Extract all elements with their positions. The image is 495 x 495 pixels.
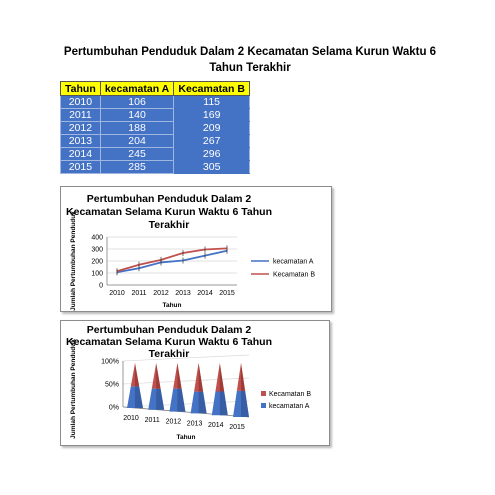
y-tick-label: 400 — [91, 235, 103, 242]
series-line-kecamatan-a — [116, 249, 228, 274]
gridline — [122, 377, 250, 385]
table-cell-kecamatan-a: 204 — [99, 134, 175, 148]
document-title-line2: Tahun Terakhir — [209, 62, 291, 74]
table-cell-kecamatan-a: 140 — [99, 108, 175, 122]
legend-label: kecamatan A — [273, 259, 314, 266]
cone-shade-kecamatan-b — [219, 363, 225, 392]
cone-shade-kecamatan-b — [135, 363, 140, 387]
x-tick-label: 2012 — [166, 419, 182, 426]
cone-shade-kecamatan-b — [177, 363, 182, 389]
legend-label: Kecamatan B — [269, 391, 311, 398]
table-row: 2012 188 209 — [60, 121, 250, 135]
x-axis-title: Tahun — [162, 302, 181, 309]
legend-label: Kecamatan B — [273, 272, 315, 279]
document-title-line1: Pertumbuhan Penduduk Dalam 2 Kecamatan S… — [63, 46, 437, 58]
y-tick-label: 0 — [99, 283, 103, 290]
cone-shade-kecamatan-b — [198, 363, 204, 392]
table-cell-kecamatan-a: 245 — [99, 147, 175, 161]
x-tick-label: 2015 — [219, 290, 235, 297]
legend-swatch — [261, 403, 266, 408]
table-cell-year: 2014 — [60, 147, 101, 161]
chart-title-line: Terakhir — [149, 219, 190, 231]
table-cell-kecamatan-b: 169 — [173, 108, 250, 122]
series-line-kecamatan-b — [116, 247, 228, 273]
x-tick-label: 2015 — [229, 424, 245, 431]
chart-title-line: Kecamatan Selama Kurun Waktu 6 Tahun — [66, 206, 272, 218]
x-tick-label: 2014 — [208, 422, 224, 429]
chart-title-line: Pertumbuhan Penduduk Dalam 2 — [87, 193, 252, 205]
y-tick-label: 50% — [105, 382, 119, 389]
y-tick-label: 100% — [101, 359, 119, 366]
x-tick-label: 2011 — [145, 417, 160, 424]
legend-swatch — [261, 391, 266, 396]
table-cell-kecamatan-b: 296 — [173, 147, 250, 161]
table-header-row: Tahun kecamatan A Kecamatan B — [60, 81, 250, 96]
cone-shade-kecamatan-a — [198, 391, 207, 414]
x-tick-label: 2011 — [131, 290, 146, 297]
table-header-kecamatan-a: kecamatan A — [99, 81, 175, 96]
table-cell-year: 2015 — [60, 160, 101, 174]
table-cell-year: 2011 — [60, 108, 101, 122]
population-table: Tahun kecamatan A Kecamatan B 2010 106 1… — [60, 81, 250, 174]
x-tick-label: 2013 — [175, 290, 191, 297]
cone-shade-kecamatan-a — [177, 388, 186, 412]
chart-title-line: Terakhir — [149, 348, 190, 360]
y-tick-label: 300 — [91, 247, 103, 254]
table-cell-kecamatan-b: 115 — [173, 95, 250, 109]
table-row: 2013 204 267 — [60, 134, 250, 148]
cone-shade-kecamatan-a — [135, 386, 143, 408]
x-tick-label: 2010 — [109, 290, 125, 297]
document-title: Pertumbuhan Penduduk Dalam 2 Kecamatan S… — [40, 44, 460, 76]
gridline — [122, 354, 250, 362]
table-cell-year: 2010 — [60, 95, 101, 109]
x-tick-label: 2014 — [197, 290, 213, 297]
table-row: 2010 106 115 — [60, 95, 250, 109]
table-row: 2011 140 169 — [60, 108, 250, 122]
table-header-kecamatan-b: Kecamatan B — [173, 81, 250, 96]
x-axis-line — [122, 406, 250, 418]
line-chart: Pertumbuhan Penduduk Dalam 2 Kecamatan Se… — [60, 186, 332, 312]
cone-shade-kecamatan-b — [241, 363, 246, 391]
table-cell-kecamatan-b: 267 — [173, 134, 250, 148]
y-tick-label: 0% — [109, 405, 119, 412]
table-cell-kecamatan-b: 209 — [173, 121, 250, 135]
x-tick-label: 2010 — [123, 415, 139, 422]
chart-title-line: Pertumbuhan Penduduk Dalam 2 — [87, 324, 252, 336]
x-axis-title: Tahun — [176, 434, 195, 441]
cone-shade-kecamatan-a — [219, 391, 228, 416]
y-tick-label: 200 — [91, 259, 103, 266]
table-cell-year: 2013 — [60, 134, 101, 148]
x-tick-label: 2012 — [153, 290, 169, 297]
y-axis-title: Jumlah Pertumbuhan Penduduk — [70, 339, 77, 439]
cone-shade-kecamatan-a — [156, 388, 165, 410]
legend-label: kecamatan A — [269, 403, 310, 410]
gridline — [122, 400, 250, 408]
y-axis-title: Jumlah Pertumbuhan Penduduk — [70, 211, 77, 311]
table-cell-kecamatan-a: 188 — [99, 121, 175, 135]
table-header-tahun: Tahun — [60, 81, 101, 96]
table-cell-kecamatan-a: 285 — [99, 160, 175, 174]
table-cell-kecamatan-a: 106 — [99, 95, 175, 109]
cone-shade-kecamatan-a — [241, 390, 249, 417]
table-cell-kecamatan-b: 305 — [173, 160, 250, 174]
y-tick-label: 100 — [91, 271, 103, 278]
table-row: 2014 245 296 — [60, 147, 250, 161]
table-cell-year: 2012 — [60, 121, 101, 135]
table-row: 2015 285 305 — [60, 160, 250, 174]
x-tick-label: 2013 — [187, 420, 203, 427]
cone-chart: Pertumbuhan Penduduk Dalam 2 Kecamatan Se… — [60, 320, 330, 446]
cone-shade-kecamatan-b — [156, 363, 161, 389]
chart-title-line: Kecamatan Selama Kurun Waktu 6 Tahun — [66, 336, 272, 348]
